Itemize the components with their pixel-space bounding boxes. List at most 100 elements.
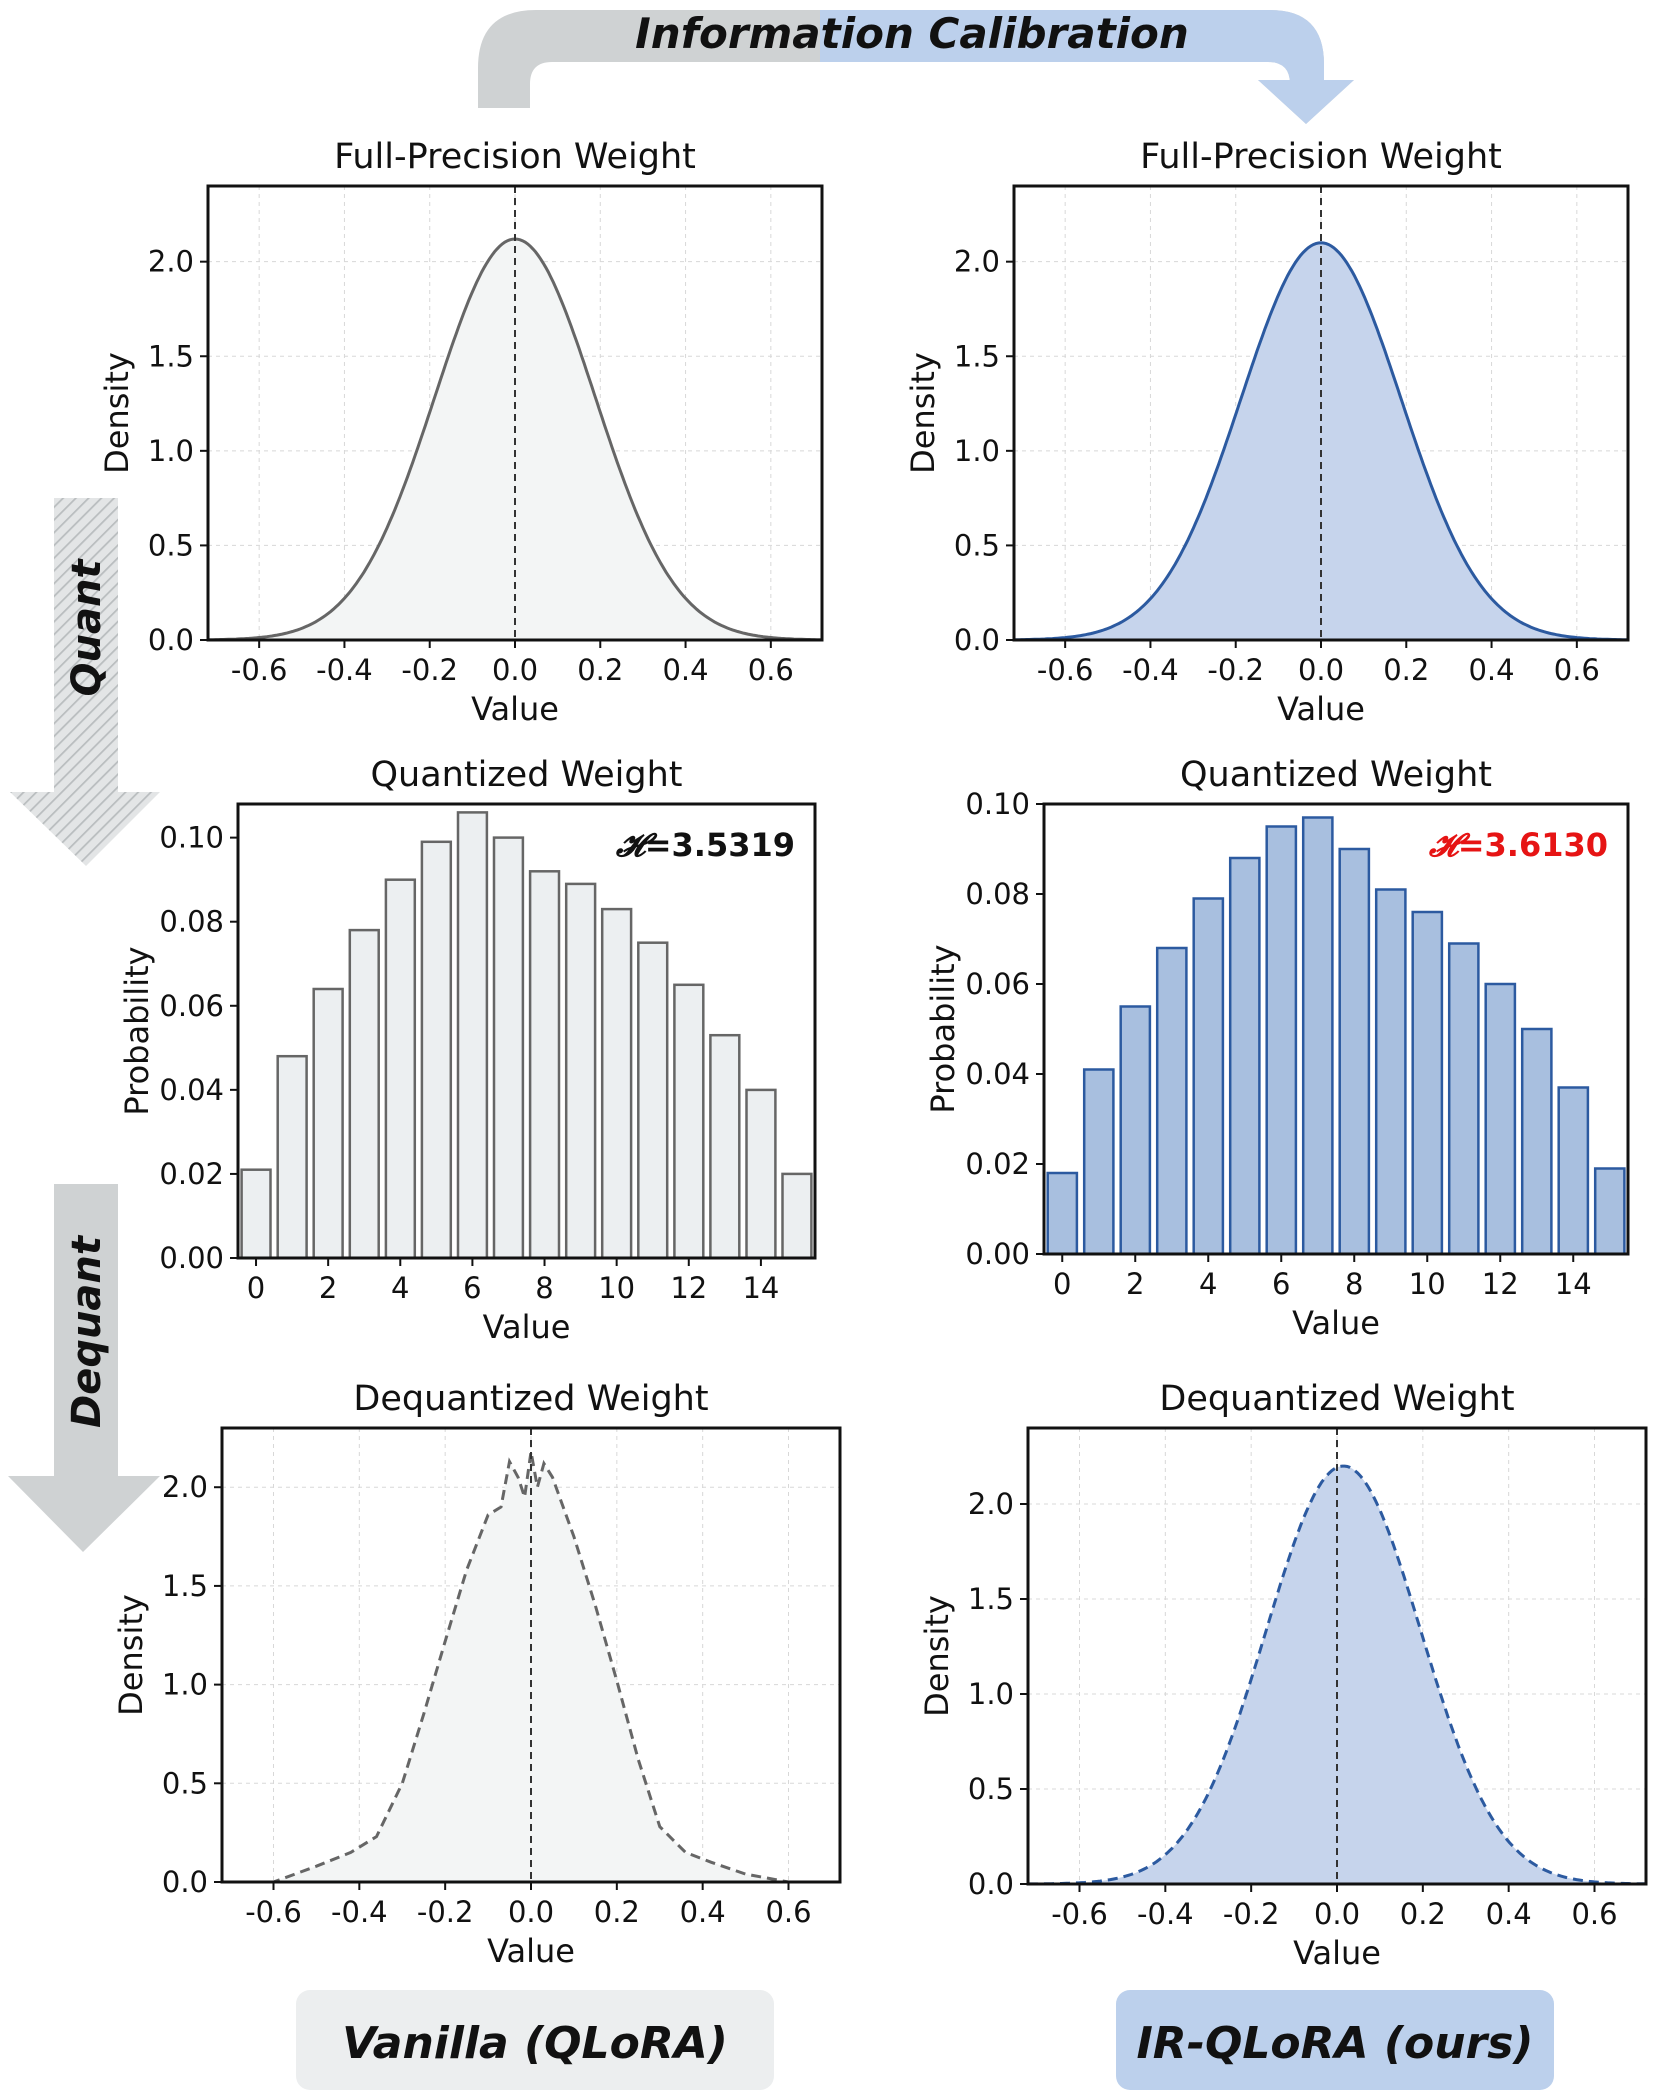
x-tick-label: 0.2 (594, 1895, 640, 1929)
y-axis-label: Density (918, 1595, 956, 1717)
y-tick-label: 0.06 (159, 989, 224, 1023)
x-tick-label: 0.4 (680, 1895, 726, 1929)
x-tick-label: 2 (1126, 1267, 1144, 1301)
x-tick-label: 4 (1199, 1267, 1217, 1301)
bar (1228, 856, 1261, 1256)
density-fill (222, 1451, 840, 1882)
quant-label: Quant (64, 558, 110, 697)
bar (420, 840, 453, 1260)
bar (1411, 910, 1444, 1256)
bar (1046, 1171, 1079, 1256)
x-tick-label: 8 (1345, 1267, 1363, 1301)
chart-title: Quantized Weight (371, 755, 683, 795)
y-tick-label: 2.0 (954, 245, 1000, 279)
x-tick-label: 8 (535, 1271, 553, 1305)
x-tick-label: -0.2 (1223, 1897, 1280, 1931)
y-tick-label: 1.0 (968, 1677, 1014, 1711)
y-tick-label: 0.0 (968, 1867, 1014, 1901)
chart-title: Dequantized Weight (1159, 1379, 1514, 1419)
y-tick-label: 0.08 (159, 905, 224, 939)
y-axis-label: Density (112, 1594, 150, 1716)
entropy-value: =3.5319 (645, 826, 795, 864)
bar (1155, 946, 1188, 1256)
bar (781, 1172, 813, 1260)
x-tick-label: -0.6 (1051, 1897, 1108, 1931)
chart-quantized-vanilla: 𝓗=3.5319 0 2 4 6 8 10 12 14 0.00 0.02 0.04 0.06 0.08 0… (118, 755, 817, 1346)
entropy-value: =3.6130 (1458, 826, 1608, 864)
x-tick-label: 10 (1409, 1267, 1446, 1301)
bar (492, 836, 525, 1260)
chart-title: Dequantized Weight (353, 1379, 708, 1419)
bar (312, 987, 344, 1260)
bar (276, 1054, 308, 1260)
x-tick-label: 0.2 (577, 653, 623, 687)
x-tick-label: -0.6 (231, 653, 288, 687)
chart-fp-vanilla: -0.6 -0.4 -0.2 0.0 0.2 0.4 0.6 0.0 0.5 1.0 1.5 2.0 F… (98, 137, 824, 728)
x-tick-label: -0.4 (1122, 653, 1179, 687)
x-tick-label: -0.2 (401, 653, 458, 687)
density-curve (1028, 1464, 1646, 1886)
bar (673, 983, 705, 1260)
density-curve (222, 1451, 840, 1884)
chart-title: Full-Precision Weight (1140, 137, 1502, 177)
footer-ir-box (1116, 1990, 1554, 2090)
x-tick-label: -0.2 (1207, 653, 1264, 687)
y-tick-label: 0.5 (968, 1772, 1014, 1806)
y-tick-label: 0.02 (965, 1147, 1030, 1181)
quant-arrow (10, 498, 160, 866)
y-tick-label: 1.0 (148, 434, 194, 468)
x-tick-label: 0.2 (1383, 653, 1429, 687)
x-tick-label: 0.4 (1486, 1897, 1532, 1931)
x-tick-label: 4 (391, 1271, 409, 1305)
y-tick-label: 1.5 (954, 339, 1000, 373)
y-tick-label: 0.04 (159, 1073, 224, 1107)
density-curve (1014, 241, 1628, 642)
bar (1192, 897, 1225, 1256)
x-tick-label: 0.0 (508, 1895, 554, 1929)
chart-dequantized-vanilla: -0.6 -0.4 -0.2 0.0 0.2 0.4 0.6 0.0 0.5 1.0 1.5 2.0 D… (112, 1379, 842, 1970)
y-tick-label: 0.04 (965, 1057, 1030, 1091)
x-tick-label: 12 (670, 1271, 707, 1305)
bar (1447, 942, 1480, 1256)
bar (1593, 1167, 1626, 1256)
y-tick-label: 2.0 (968, 1487, 1014, 1521)
x-tick-label: 0.6 (1554, 653, 1600, 687)
x-tick-label: -0.4 (316, 653, 373, 687)
chart-quantized-ir: 𝓗=3.6130 0 2 4 6 8 10 12 14 0.00 0.02 0.04 0.06 0.08 0… (924, 755, 1630, 1342)
bar (1520, 1027, 1553, 1256)
bar (1265, 825, 1298, 1256)
x-tick-label: 0.6 (765, 1895, 811, 1929)
x-tick-label: 14 (1555, 1267, 1592, 1301)
chart-title: Full-Precision Weight (334, 137, 696, 177)
bar (709, 1033, 741, 1260)
y-tick-label: 0.5 (954, 528, 1000, 562)
y-tick-label: 0.0 (954, 623, 1000, 657)
dequant-label: Dequant (64, 1234, 110, 1428)
y-tick-label: 2.0 (162, 1470, 208, 1504)
entropy-annotation: 𝓗=3.6130 (1428, 826, 1608, 864)
x-tick-label: -0.4 (331, 1895, 388, 1929)
x-tick-label: 14 (742, 1271, 779, 1305)
x-tick-label: 0.6 (1571, 1897, 1617, 1931)
x-tick-label: 0.6 (748, 653, 794, 687)
y-axis-label: Probability (118, 946, 156, 1115)
x-tick-label: 0.0 (492, 653, 538, 687)
y-tick-label: 0.10 (965, 787, 1030, 821)
bar (456, 811, 489, 1260)
x-axis-label: Value (1277, 690, 1365, 728)
x-tick-label: 0 (1053, 1267, 1071, 1301)
x-tick-label: 2 (319, 1271, 337, 1305)
y-tick-label: 0.08 (965, 877, 1030, 911)
y-axis-label: Probability (924, 944, 962, 1113)
calibration-arrow (478, 10, 1354, 124)
bar (1301, 816, 1334, 1256)
y-tick-label: 0.10 (159, 821, 224, 855)
bar (600, 907, 633, 1260)
y-tick-label: 0.0 (148, 623, 194, 657)
y-tick-label: 0.0 (162, 1865, 208, 1899)
chart-fp-ir: -0.6 -0.4 -0.2 0.0 0.2 0.4 0.6 0.0 0.5 1.0 1.5 2.0 F… (904, 137, 1630, 728)
y-tick-label: 0.02 (159, 1157, 224, 1191)
bar (1484, 982, 1517, 1256)
x-tick-label: -0.6 (1037, 653, 1094, 687)
